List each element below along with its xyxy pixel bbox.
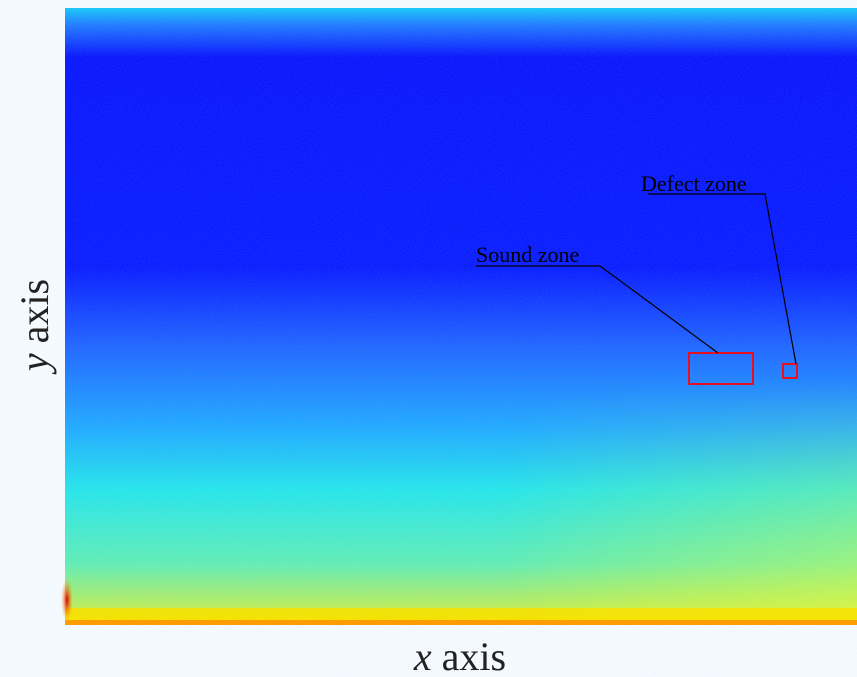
annotation-label: Defect zone [641,171,747,196]
y-axis-label: y axis [12,279,57,375]
axis-symbol: y [12,353,57,375]
annotation-label: Sound zone [476,242,579,267]
x-axis-label: x axis [413,634,506,677]
heatmap [61,8,857,625]
leader-line [476,265,719,354]
defect-zone-box [782,363,798,379]
defect-zone-annotation: Defect zone [641,171,798,379]
sound-zone-box [688,352,754,385]
leader-line [648,193,797,365]
axis-word: axis [12,279,57,343]
sound-zone-annotation: Sound zone [476,242,754,385]
axis-symbol: x [413,634,432,677]
axis-word: axis [442,634,506,677]
